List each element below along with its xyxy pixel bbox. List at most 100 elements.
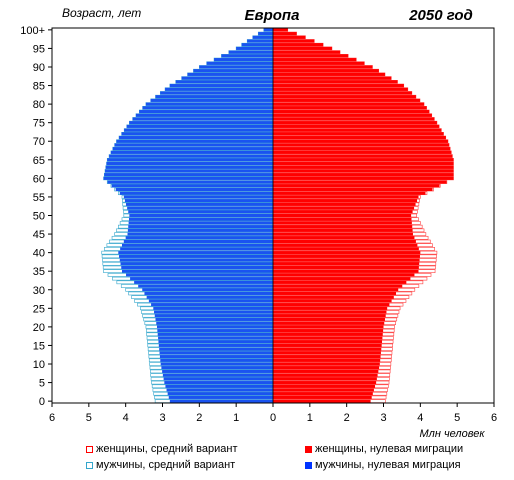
bar-male-zero-age-69 xyxy=(114,143,273,147)
bar-male-zero-age-33 xyxy=(130,277,273,281)
y-tick-label-4: 20 xyxy=(33,322,45,334)
bar-male-zero-age-32 xyxy=(134,280,273,284)
bar-female-zero-age-97 xyxy=(273,39,315,43)
bar-female-zero-age-7 xyxy=(273,373,378,377)
bar-male-zero-age-62 xyxy=(105,169,273,173)
bar-male-zero-age-73 xyxy=(124,128,274,132)
bar-female-zero-age-58 xyxy=(273,184,440,188)
legend-swatch-male-medium xyxy=(86,461,93,469)
x-tick-label-5: 1 xyxy=(233,412,239,424)
bar-male-zero-age-67 xyxy=(110,150,273,154)
bar-female-zero-age-66 xyxy=(273,154,453,158)
bar-female-zero-age-47 xyxy=(273,225,413,229)
bar-female-zero-age-72 xyxy=(273,132,444,136)
bar-male-zero-age-51 xyxy=(128,210,273,214)
bar-male-zero-age-36 xyxy=(121,265,273,269)
bar-male-zero-age-93 xyxy=(221,54,273,58)
bar-male-zero-age-65 xyxy=(107,158,273,162)
bar-female-zero-age-80 xyxy=(273,102,425,106)
y-tick-label-18: 90 xyxy=(33,62,45,74)
bar-male-zero-age-94 xyxy=(228,50,273,54)
bar-male-zero-age-31 xyxy=(138,284,273,288)
bar-male-zero-age-55 xyxy=(123,195,273,199)
bar-female-zero-age-5 xyxy=(273,381,377,385)
bar-female-zero-age-90 xyxy=(273,65,373,69)
x-tick-label-7: 1 xyxy=(307,412,313,424)
bar-female-zero-age-32 xyxy=(273,280,407,284)
bar-female-zero-age-37 xyxy=(273,262,420,266)
bar-male-zero-age-38 xyxy=(119,258,273,262)
bar-male-zero-age-49 xyxy=(128,217,273,221)
bar-female-zero-age-35 xyxy=(273,269,419,273)
bar-male-zero-age-13 xyxy=(159,351,273,355)
y-tick-label-0: 0 xyxy=(39,396,45,408)
bar-male-zero-age-50 xyxy=(129,213,273,218)
y-tick-label-9: 45 xyxy=(33,229,45,241)
bar-male-zero-age-14 xyxy=(159,347,273,351)
bar-male-zero-age-71 xyxy=(119,136,273,140)
bar-male-zero-age-20 xyxy=(156,325,273,329)
bar-male-zero-age-80 xyxy=(145,102,273,106)
bar-male-zero-age-92 xyxy=(214,58,273,62)
bar-male-zero-age-43 xyxy=(123,239,273,243)
bar-female-zero-age-23 xyxy=(273,314,386,318)
x-tick-label-4: 2 xyxy=(196,412,202,424)
x-tick-label-10: 4 xyxy=(417,412,423,424)
bar-female-zero-age-81 xyxy=(273,98,420,102)
bar-male-zero-age-24 xyxy=(154,310,273,314)
bar-female-zero-age-60 xyxy=(273,176,454,180)
bar-male-zero-age-3 xyxy=(166,388,273,392)
bar-female-zero-age-68 xyxy=(273,147,451,151)
legend-male-medium: мужчины, средний вариант xyxy=(86,459,235,471)
bar-male-zero-age-7 xyxy=(162,373,273,377)
bar-female-zero-age-29 xyxy=(273,291,397,295)
bar-male-zero-age-37 xyxy=(120,262,273,266)
bar-male-zero-age-59 xyxy=(107,180,273,184)
bar-female-zero-age-16 xyxy=(273,340,383,344)
bar-male-zero-age-53 xyxy=(126,202,273,206)
bar-female-zero-age-1 xyxy=(273,395,372,399)
bar-male-zero-age-63 xyxy=(105,165,273,169)
bar-male-zero-age-96 xyxy=(241,43,273,47)
legend-swatch-female-zero xyxy=(305,445,312,453)
bar-male-zero-age-90 xyxy=(199,65,273,69)
legend-label-female-medium: женщины, средний вариант xyxy=(96,443,238,455)
x-tick-label-8: 2 xyxy=(344,412,350,424)
bar-female-zero-age-94 xyxy=(273,50,341,54)
axes-layer: 0510152025303540455055606570758085909510… xyxy=(20,25,497,424)
bar-male-zero-age-70 xyxy=(116,139,273,143)
bar-female-zero-age-51 xyxy=(273,210,413,214)
bar-male-zero-age-30 xyxy=(142,288,273,292)
bar-male-zero-age-57 xyxy=(115,188,273,192)
bar-female-zero-age-85 xyxy=(273,84,404,88)
bar-male-zero-age-10 xyxy=(160,362,273,366)
bar-female-zero-age-14 xyxy=(273,347,382,351)
bar-female-zero-age-83 xyxy=(273,91,412,95)
bar-male-zero-age-42 xyxy=(121,243,273,247)
bar-female-zero-age-96 xyxy=(273,43,324,47)
bar-female-zero-age-87 xyxy=(273,76,392,80)
bar-male-zero-age-52 xyxy=(127,206,273,210)
bar-female-zero-age-61 xyxy=(273,173,454,177)
bar-male-zero-age-9 xyxy=(161,366,273,370)
y-tick-label-8: 40 xyxy=(33,248,45,260)
bar-female-zero-age-73 xyxy=(273,128,442,132)
bar-male-zero-age-48 xyxy=(128,221,273,225)
bar-male-zero-age-95 xyxy=(236,46,273,50)
bar-male-zero-age-22 xyxy=(155,317,273,321)
bar-male-zero-age-68 xyxy=(112,147,274,151)
bar-male-zero-age-99 xyxy=(258,32,273,36)
bar-male-zero-age-84 xyxy=(165,87,273,91)
bar-female-zero-age-17 xyxy=(273,336,383,340)
bar-male-zero-age-27 xyxy=(148,299,273,303)
bar-female-zero-age-100 xyxy=(273,28,288,32)
bar-male-zero-age-81 xyxy=(150,98,273,102)
bar-male-zero-age-97 xyxy=(247,39,273,43)
bar-female-zero-age-13 xyxy=(273,351,381,355)
y-tick-label-13: 65 xyxy=(33,155,45,167)
bar-female-zero-age-19 xyxy=(273,329,384,333)
bar-female-zero-age-69 xyxy=(273,143,450,147)
bar-male-zero-age-64 xyxy=(106,162,273,166)
bar-female-zero-age-92 xyxy=(273,58,357,62)
